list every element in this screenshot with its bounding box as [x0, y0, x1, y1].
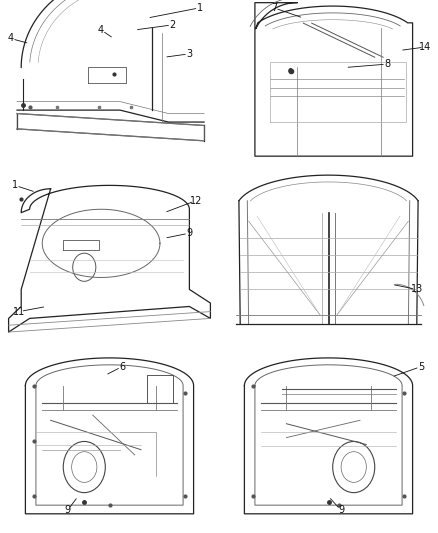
Text: 6: 6 [119, 361, 125, 372]
Text: 13: 13 [411, 285, 423, 294]
Text: 14: 14 [419, 42, 431, 52]
Text: 1: 1 [12, 180, 18, 190]
Text: 8: 8 [384, 59, 390, 69]
Text: 2: 2 [170, 20, 176, 30]
Text: 5: 5 [418, 361, 424, 372]
Text: 4: 4 [98, 25, 104, 35]
Circle shape [289, 69, 293, 73]
Text: 12: 12 [190, 196, 202, 206]
Text: 9: 9 [186, 228, 192, 238]
Text: 9: 9 [338, 505, 344, 515]
Text: 11: 11 [13, 306, 25, 317]
Text: 9: 9 [64, 505, 71, 515]
Text: 7: 7 [271, 3, 277, 13]
Text: 3: 3 [186, 49, 192, 59]
Text: 1: 1 [197, 3, 203, 13]
Text: 4: 4 [7, 34, 14, 44]
